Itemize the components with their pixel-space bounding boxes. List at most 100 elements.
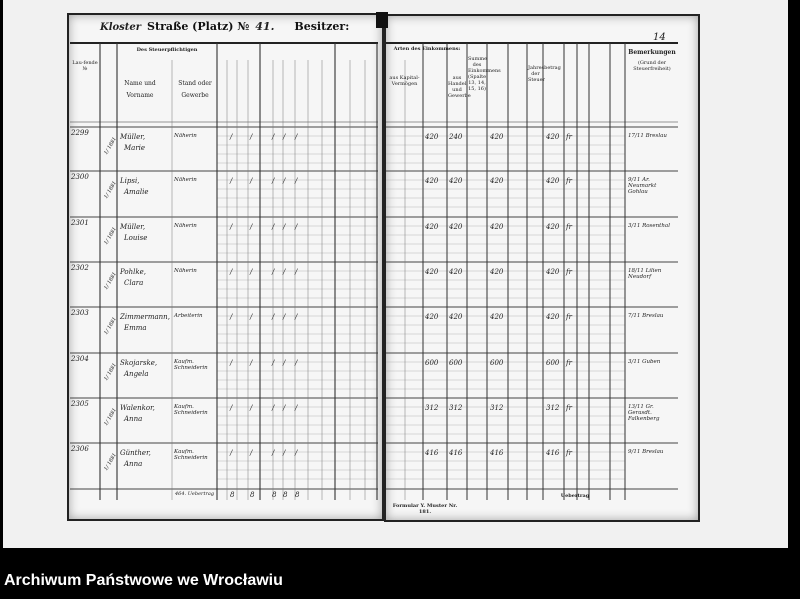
row-stand: Kaufm. Schneiderin bbox=[174, 404, 208, 416]
row-remark: 3/11 Guben bbox=[628, 359, 661, 365]
header-income-types: Arten des Einkommens: bbox=[393, 46, 461, 52]
row-remark: 13/11 Gr. Gerasdt. Falkenberg bbox=[628, 404, 660, 422]
row-stand: Näherin bbox=[174, 133, 197, 139]
row-no: 2300 bbox=[71, 173, 89, 181]
street-handwritten: Kloster bbox=[100, 22, 142, 33]
row-v4: 312 bbox=[546, 404, 560, 412]
street-label: Straße (Platz) № bbox=[147, 20, 250, 33]
row-name: Pohlke, bbox=[120, 268, 146, 276]
row-no: 2305 bbox=[71, 400, 89, 408]
tally-mark: / bbox=[272, 268, 275, 276]
page-number: 14 bbox=[653, 32, 666, 43]
tally-mark: / bbox=[230, 404, 233, 412]
row-v3: 600 bbox=[490, 359, 504, 367]
row-v2: 420 bbox=[449, 177, 463, 185]
row-v3: 312 bbox=[490, 404, 504, 412]
tally-mark: / bbox=[295, 268, 298, 276]
tally-mark: / bbox=[230, 223, 233, 231]
total-value: 8 bbox=[295, 491, 300, 499]
tally-mark: / bbox=[283, 404, 286, 412]
total-value: 8 bbox=[230, 491, 235, 499]
carryover-label-left: 464. Uebertrag bbox=[175, 491, 215, 497]
tally-mark: / bbox=[272, 177, 275, 185]
row-remark: 9/11 Breslau bbox=[628, 449, 664, 455]
tally-mark: / bbox=[230, 177, 233, 185]
row-name: Müller, bbox=[120, 223, 146, 231]
scan-border-right bbox=[788, 0, 800, 550]
tally-mark: / bbox=[272, 133, 275, 141]
row-name: Skojarske, bbox=[120, 359, 158, 367]
row-name: Müller, bbox=[120, 133, 146, 141]
row-name: Günther, bbox=[120, 449, 151, 457]
row-name: Zimmermann, bbox=[120, 313, 170, 321]
page-title-line: Kloster Straße (Platz) № 41. Besitzer: bbox=[100, 20, 349, 33]
row-mark: fr bbox=[566, 449, 572, 457]
tally-mark: / bbox=[283, 223, 286, 231]
tally-mark: / bbox=[272, 404, 275, 412]
row-first: Louise bbox=[124, 234, 148, 242]
row-no: 2301 bbox=[71, 219, 89, 227]
row-v4: 420 bbox=[546, 133, 560, 141]
row-no: 2304 bbox=[71, 355, 89, 363]
archive-caption: Archiwum Państwowe we Wrocławiu bbox=[4, 572, 283, 589]
row-v2: 420 bbox=[449, 223, 463, 231]
row-no: 2299 bbox=[71, 129, 89, 137]
tally-mark: / bbox=[295, 449, 298, 457]
row-first: Emma bbox=[124, 324, 147, 332]
row-stand: Näherin bbox=[174, 177, 197, 183]
row-name: Walenkor, bbox=[120, 404, 155, 412]
row-v2: 420 bbox=[449, 268, 463, 276]
row-v3: 420 bbox=[490, 268, 504, 276]
row-v1: 420 bbox=[425, 133, 439, 141]
tally-mark: / bbox=[283, 268, 286, 276]
row-v1: 420 bbox=[425, 177, 439, 185]
tally-mark: / bbox=[250, 449, 253, 457]
row-stand: Arbeiterin bbox=[174, 313, 203, 319]
tally-mark: / bbox=[250, 223, 253, 231]
tally-mark: / bbox=[295, 133, 298, 141]
header-capital: aus Kapital-Vermögen bbox=[389, 75, 420, 87]
tally-mark: / bbox=[250, 313, 253, 321]
row-v2: 416 bbox=[449, 449, 463, 457]
row-first: Anna bbox=[124, 415, 143, 423]
total-value: 8 bbox=[283, 491, 288, 499]
row-remark: 7/11 Breslau bbox=[628, 313, 664, 319]
tally-mark: / bbox=[283, 449, 286, 457]
row-first: Anna bbox=[124, 460, 143, 468]
caption-bar bbox=[0, 548, 800, 599]
tally-mark: / bbox=[272, 359, 275, 367]
row-mark: fr bbox=[566, 404, 572, 412]
scan-border-left bbox=[0, 0, 3, 550]
tally-mark: / bbox=[250, 268, 253, 276]
form-footer: Formular Y. Muster Nr. 181. bbox=[392, 503, 458, 515]
tally-mark: / bbox=[230, 313, 233, 321]
tally-mark: / bbox=[230, 133, 233, 141]
row-v1: 420 bbox=[425, 268, 439, 276]
header-remarks-sub: (Grund der Steuerfreiheit) bbox=[633, 60, 671, 72]
row-first: Angela bbox=[124, 370, 149, 378]
tally-mark: / bbox=[295, 313, 298, 321]
tally-mark: / bbox=[295, 223, 298, 231]
row-mark: fr bbox=[566, 133, 572, 141]
row-mark: fr bbox=[566, 223, 572, 231]
tally-mark: / bbox=[250, 177, 253, 185]
row-v3: 420 bbox=[490, 177, 504, 185]
row-stand: Kaufm. Schneiderin bbox=[174, 449, 208, 461]
book-spine bbox=[376, 12, 388, 28]
total-value: 8 bbox=[272, 491, 277, 499]
tally-mark: / bbox=[283, 359, 286, 367]
row-remark: 18/11 Lilien Neudorf bbox=[628, 268, 662, 280]
row-mark: fr bbox=[566, 359, 572, 367]
tally-mark: / bbox=[295, 404, 298, 412]
row-first: Marie bbox=[124, 144, 146, 152]
row-first: Amalie bbox=[124, 188, 149, 196]
left-ledger-page bbox=[67, 13, 384, 521]
header-income-sum: Summe des Einkommens (Spalte 13, 14, 15,… bbox=[468, 56, 501, 92]
tally-mark: / bbox=[272, 223, 275, 231]
header-running-no: Lau-fende № bbox=[72, 60, 98, 72]
row-v3: 420 bbox=[490, 133, 504, 141]
total-value: 8 bbox=[250, 491, 255, 499]
tally-mark: / bbox=[250, 359, 253, 367]
header-remarks: Bemerkungen bbox=[628, 49, 676, 56]
